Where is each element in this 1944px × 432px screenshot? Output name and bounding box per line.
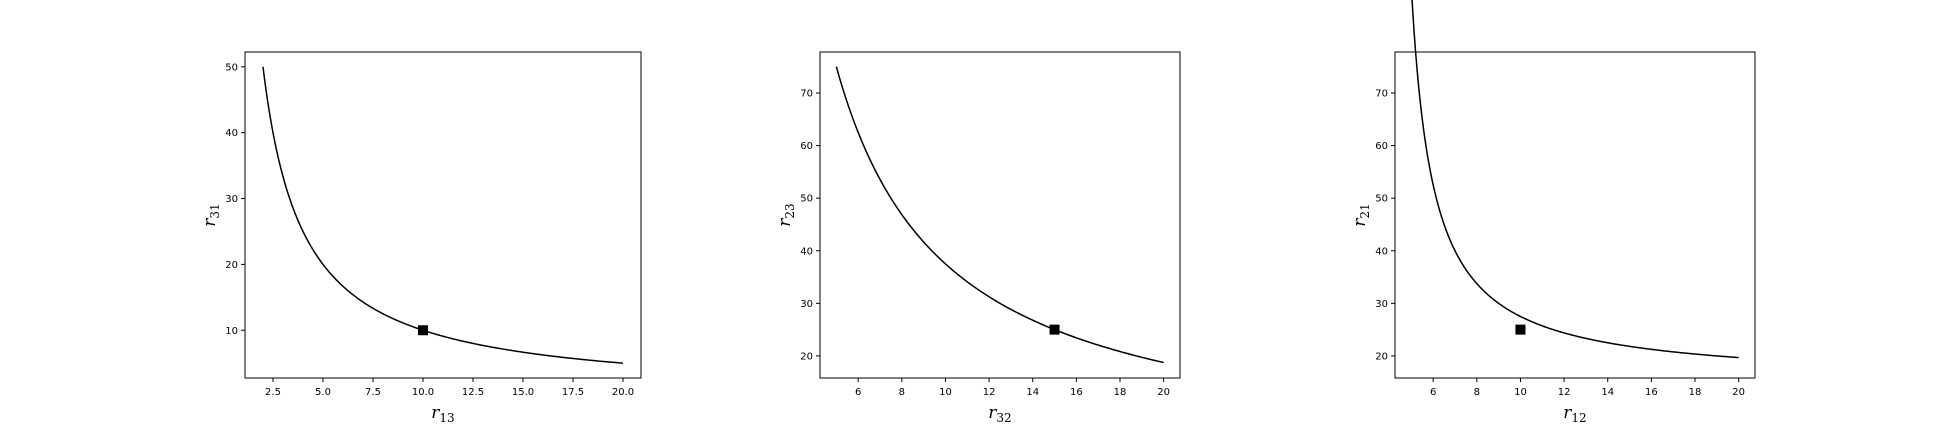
- x-axis-label-subscript: 13: [439, 411, 454, 425]
- x-tick-label: 18: [1689, 387, 1702, 398]
- x-tick-label: 12: [983, 387, 996, 398]
- x-tick-label: 20: [1157, 387, 1170, 398]
- x-tick-label: 2.5: [265, 387, 281, 398]
- y-tick-label: 60: [1375, 141, 1388, 152]
- y-tick-label: 50: [225, 62, 238, 73]
- plot-frame: [1394, 51, 1756, 379]
- y-axis-label: r23: [775, 203, 797, 226]
- x-tick-label: 14: [1601, 387, 1614, 398]
- y-tick-label: 50: [1375, 194, 1388, 205]
- x-axis-label-base: r: [988, 403, 997, 423]
- x-tick-label: 16: [1070, 387, 1083, 398]
- x-axis-label-subscript: 12: [1571, 411, 1586, 425]
- chart-panel-1: 2.5 5.0 7.5 10.0 12.5 15.0 17.5 20.0 10 20 30 40 50 r…: [200, 51, 642, 425]
- y-tick-label: 70: [1375, 89, 1388, 100]
- x-tick-label: 5.0: [315, 387, 331, 398]
- y-tick-label: 50: [800, 194, 813, 205]
- y-tick-label: 40: [1375, 246, 1388, 257]
- x-axis-label-base: r: [1563, 403, 1572, 423]
- y-tick-label: 20: [225, 260, 238, 271]
- plot-frame: [819, 51, 1181, 379]
- y-tick-label: 30: [225, 194, 238, 205]
- x-tick-label: 12: [1558, 387, 1571, 398]
- x-tick-label: 20.0: [612, 387, 634, 398]
- plot-frame: [244, 51, 642, 379]
- x-axis-label-base: r: [431, 403, 440, 423]
- y-axis-label-subscript: 21: [1358, 203, 1372, 218]
- y-tick-label: 40: [225, 128, 238, 139]
- y-axis-label: r21: [1350, 203, 1372, 226]
- y-tick-label: 40: [800, 246, 813, 257]
- y-tick-label: 20: [800, 351, 813, 362]
- x-axis-label: r12: [1563, 403, 1586, 425]
- data-point-marker: [418, 325, 428, 336]
- x-axis-label: r32: [988, 403, 1011, 425]
- series-line: [1411, 0, 1739, 359]
- y-tick-label: 30: [1375, 299, 1388, 310]
- y-axis-label-base: r: [775, 218, 795, 227]
- y-tick-label: 20: [1375, 351, 1388, 362]
- y-axis-label-base: r: [1350, 218, 1370, 227]
- x-tick-label: 10.0: [412, 387, 434, 398]
- x-tick-label: 18: [1114, 387, 1127, 398]
- y-tick-label: 70: [800, 89, 813, 100]
- y-axis-label-subscript: 31: [208, 203, 222, 218]
- x-tick-label: 6: [1430, 387, 1436, 398]
- x-tick-label: 17.5: [562, 387, 584, 398]
- series-line: [835, 66, 1164, 364]
- x-tick-label: 20: [1732, 387, 1745, 398]
- x-tick-label: 10: [939, 387, 952, 398]
- x-tick-label: 10: [1514, 387, 1527, 398]
- x-tick-label: 16: [1645, 387, 1658, 398]
- y-tick-label: 60: [800, 141, 813, 152]
- x-tick-label: 15.0: [512, 387, 534, 398]
- series-line: [262, 66, 624, 364]
- x-tick-label: 8: [1474, 387, 1480, 398]
- x-axis-label: r13: [431, 403, 454, 425]
- x-tick-label: 7.5: [365, 387, 381, 398]
- x-tick-label: 12.5: [462, 387, 484, 398]
- x-tick-label: 6: [855, 387, 861, 398]
- x-axis-label-subscript: 32: [996, 411, 1011, 425]
- x-tick-label: 8: [899, 387, 905, 398]
- x-tick-label: 14: [1026, 387, 1039, 398]
- y-tick-label: 10: [225, 326, 238, 337]
- data-point-marker: [1515, 324, 1526, 335]
- y-tick-label: 30: [800, 299, 813, 310]
- y-axis-label-base: r: [200, 218, 220, 227]
- y-axis-label-subscript: 23: [783, 203, 797, 218]
- y-axis-label: r31: [200, 203, 222, 226]
- data-point-marker: [1049, 324, 1060, 335]
